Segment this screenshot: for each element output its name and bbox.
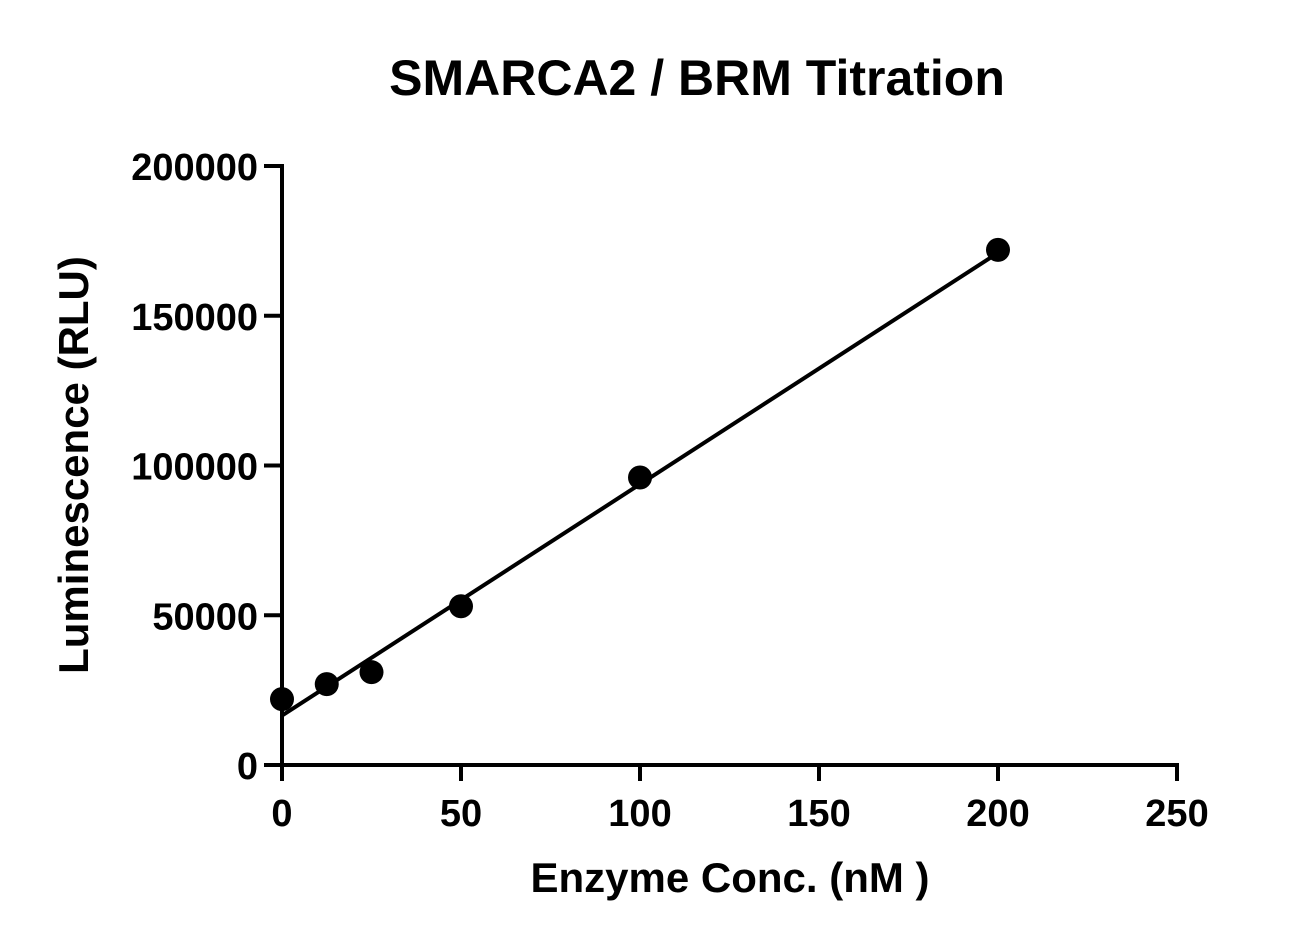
y-tick-label: 0 [237,746,258,788]
data-point [314,672,339,697]
y-tick-label: 100000 [131,447,258,489]
data-point [449,594,473,619]
y-axis-label: Luminescence (RLU) [50,256,97,674]
x-tick-label: 150 [787,793,850,835]
data-point [359,660,384,685]
x-tick-label: 0 [271,793,292,835]
y-tick-label: 200000 [131,147,258,189]
data-point [628,465,652,490]
x-tick-label: 100 [608,793,671,835]
y-tick-label: 50000 [152,596,258,638]
x-axis-label: Enzyme Conc. (nM ) [530,854,929,901]
x-tick-label: 50 [440,793,482,835]
y-ticks: 0 50000 100000 150000 200000 [131,147,282,788]
x-tick-label: 200 [966,793,1029,835]
x-tick-label: 250 [1145,793,1208,835]
x-ticks: 0 50 100 150 200 250 [271,765,1209,835]
axes: 0 50 100 150 200 250 0 50000 100000 150000 200000 [131,147,1209,835]
points-layer [270,237,1010,712]
data-point [986,237,1010,262]
y-tick-label: 150000 [131,297,258,339]
data-point [270,687,294,712]
chart-title: SMARCA2 / BRM Titration [389,50,1005,106]
